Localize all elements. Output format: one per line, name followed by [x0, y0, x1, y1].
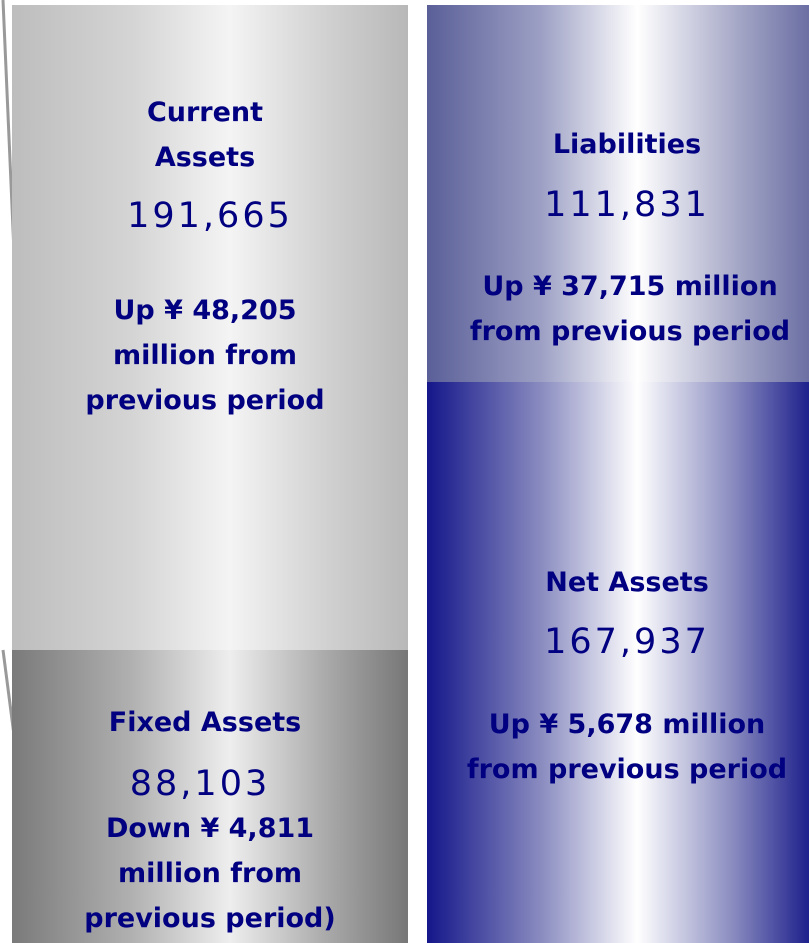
block-label: Fixed Assets: [108, 707, 302, 738]
block-value: 88,103: [129, 764, 271, 804]
net-assets-block: [427, 382, 809, 943]
block-value: 191,665: [127, 196, 293, 236]
block-change: Up ¥ 48,205 million from previous period: [85, 295, 325, 416]
fixed-assets-block: [12, 650, 408, 943]
block-value: 167,937: [544, 622, 710, 662]
block-change: Up ¥ 5,678 million from previous period: [466, 709, 788, 785]
block-label: Current Assets: [146, 97, 264, 173]
block-label: Liabilities: [552, 129, 702, 160]
current-assets-block: [12, 5, 408, 650]
block-change: Down ¥ 4,811 million from previous perio…: [84, 813, 336, 934]
block-value: 111,831: [544, 185, 710, 225]
block-change: Up ¥ 37,715 million from previous period: [469, 271, 791, 347]
block-label: Net Assets: [545, 567, 709, 598]
liabilities-block: [427, 5, 809, 382]
